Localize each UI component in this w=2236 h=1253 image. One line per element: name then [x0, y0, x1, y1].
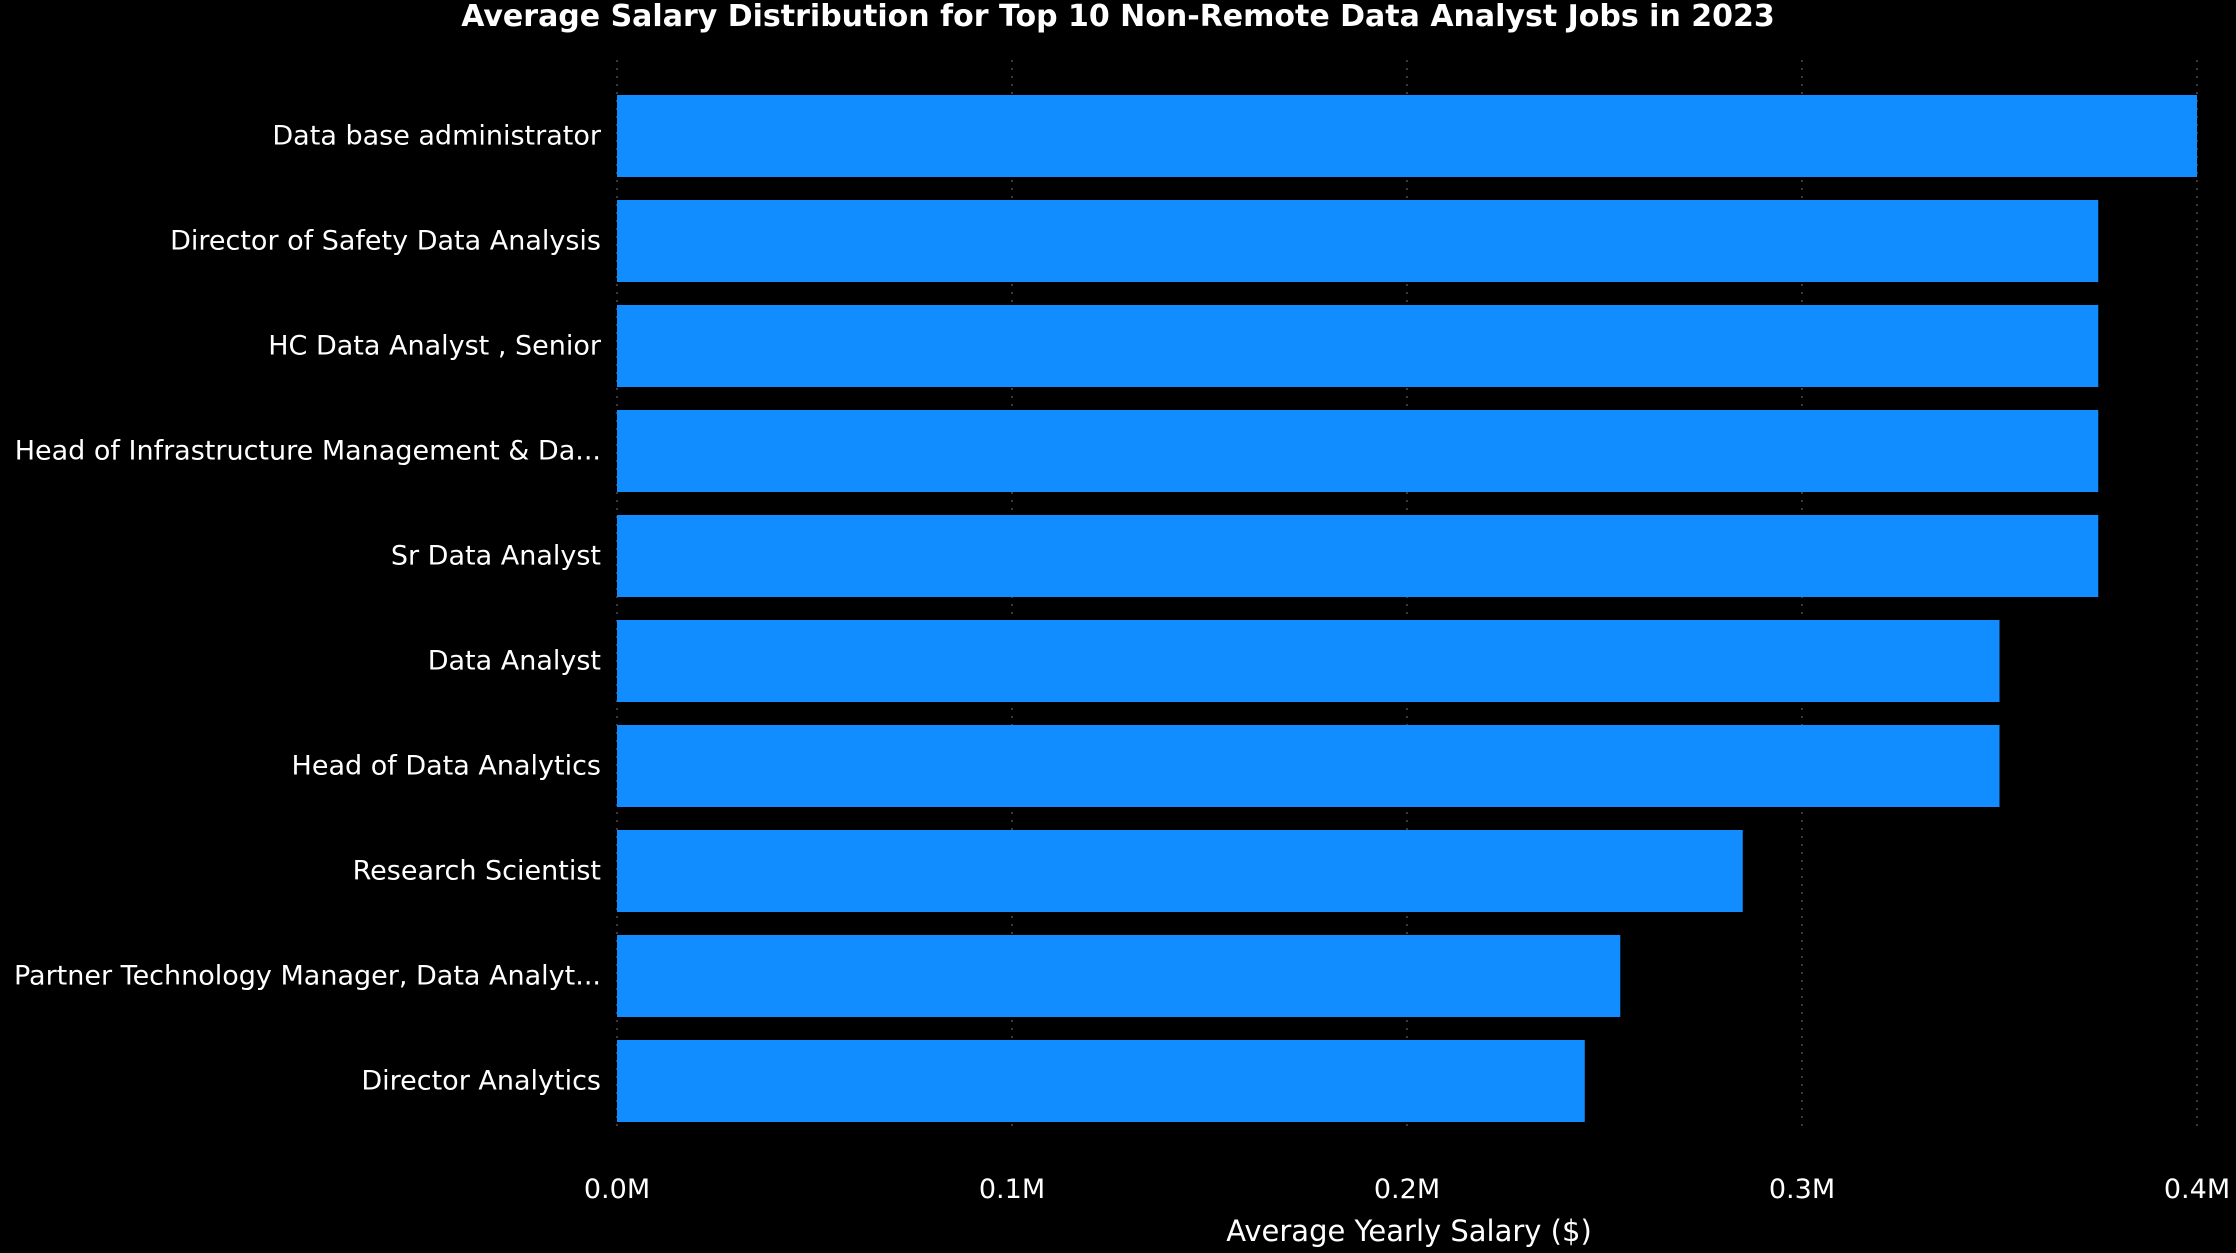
- x-tick-label: 0.1M: [979, 1174, 1045, 1205]
- x-tick-label: 0.2M: [1374, 1174, 1440, 1205]
- category-label: HC Data Analyst , Senior: [268, 331, 602, 362]
- x-tick-label: 0.3M: [1769, 1174, 1835, 1205]
- bar[interactable]: [617, 410, 2099, 492]
- bar[interactable]: [617, 95, 2197, 177]
- category-label: Data Analyst: [428, 646, 601, 677]
- bar[interactable]: [617, 200, 2099, 282]
- bar[interactable]: [617, 725, 2000, 807]
- bar[interactable]: [617, 935, 1621, 1017]
- x-axis-title: Average Yearly Salary ($): [1226, 1214, 1592, 1248]
- category-label: Head of Data Analytics: [292, 751, 601, 782]
- bar[interactable]: [617, 830, 1743, 912]
- category-label: Sr Data Analyst: [391, 541, 601, 572]
- category-label: Director Analytics: [361, 1066, 601, 1097]
- bar[interactable]: [617, 620, 2000, 702]
- bar[interactable]: [617, 305, 2099, 387]
- bar[interactable]: [617, 515, 2099, 597]
- chart-title: Average Salary Distribution for Top 10 N…: [461, 0, 1775, 34]
- x-tick-label: 0.0M: [584, 1174, 650, 1205]
- category-label: Head of Infrastructure Management & Da..…: [15, 436, 601, 467]
- bar[interactable]: [617, 1040, 1585, 1122]
- category-label: Data base administrator: [272, 121, 602, 152]
- category-labels: Data base administrator Director of Safet…: [14, 121, 602, 1097]
- x-tick-labels: 0.0M 0.1M 0.2M 0.3M 0.4M: [584, 1174, 2230, 1205]
- category-label: Director of Safety Data Analysis: [170, 226, 601, 257]
- category-label: Partner Technology Manager, Data Analyt.…: [14, 961, 601, 992]
- x-tick-label: 0.4M: [2164, 1174, 2230, 1205]
- category-label: Research Scientist: [353, 856, 601, 887]
- bars: [617, 95, 2197, 1122]
